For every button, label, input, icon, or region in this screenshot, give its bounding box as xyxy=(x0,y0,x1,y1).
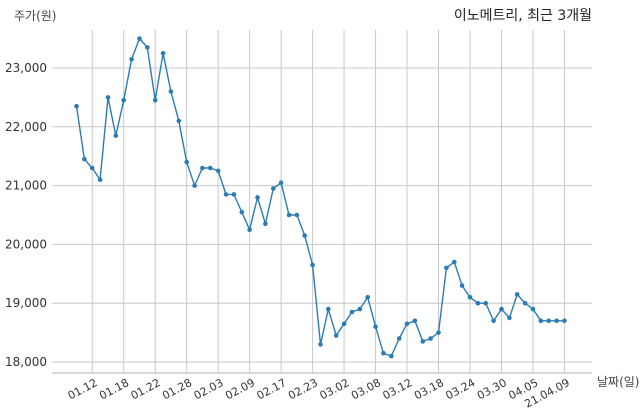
y-tick-label: 21,000 xyxy=(5,179,47,193)
y-gridlines xyxy=(52,67,592,363)
data-point xyxy=(223,192,229,197)
data-point xyxy=(176,118,182,124)
y-tick-label: 23,000 xyxy=(5,61,47,75)
x-axis-label: 날짜(일) xyxy=(597,375,639,389)
x-tick-label: 03.30 xyxy=(475,376,509,402)
x-tick-label: 03.08 xyxy=(349,376,383,402)
data-point xyxy=(215,168,221,174)
data-point xyxy=(255,195,260,200)
y-axis-label: 주가(원) xyxy=(14,9,56,23)
data-point xyxy=(247,227,252,232)
data-point xyxy=(459,283,465,288)
x-tick-label: 01.28 xyxy=(160,376,194,402)
y-tick-label: 18,000 xyxy=(5,355,47,369)
data-point xyxy=(396,336,402,341)
data-point xyxy=(302,233,308,238)
x-tick-label: 02.09 xyxy=(223,376,257,402)
data-point xyxy=(491,318,496,324)
data-point xyxy=(420,339,426,344)
data-point xyxy=(373,324,378,330)
data-point xyxy=(89,165,95,171)
data-point xyxy=(74,103,79,109)
data-point xyxy=(467,295,473,300)
data-point xyxy=(483,300,489,306)
data-point xyxy=(286,212,292,218)
series-layer xyxy=(74,36,567,359)
data-point xyxy=(278,180,284,185)
x-tick-labels: 01.1201.1801.2201.2802.0302.0902.1702.23… xyxy=(66,376,572,410)
data-point xyxy=(381,350,386,356)
data-point xyxy=(499,306,504,312)
data-point xyxy=(452,259,457,265)
x-tick-label: 01.12 xyxy=(66,376,100,402)
data-point xyxy=(231,192,237,197)
data-point xyxy=(333,333,339,338)
data-point xyxy=(294,212,300,218)
data-point xyxy=(271,186,276,191)
data-point xyxy=(389,353,394,359)
y-tick-labels: 18,000 19,000 20,000 21,000 22,000 23,000 xyxy=(5,61,47,369)
data-point xyxy=(349,309,355,315)
x-tick-label: 01.22 xyxy=(129,376,163,402)
data-point xyxy=(530,306,536,312)
x-tick-label: 02.23 xyxy=(286,376,320,402)
data-point xyxy=(318,342,323,347)
data-point xyxy=(137,36,142,41)
y-tick-label: 20,000 xyxy=(5,237,47,251)
x-tick-label: 02.03 xyxy=(192,376,226,402)
data-point xyxy=(404,321,410,327)
x-tick-label: 03.02 xyxy=(318,376,352,402)
data-point xyxy=(444,265,449,271)
data-point xyxy=(121,98,126,103)
data-point xyxy=(412,318,418,324)
y-tick-label: 22,000 xyxy=(5,120,47,134)
x-tick-label: 01.18 xyxy=(97,376,131,402)
data-point xyxy=(168,89,174,94)
data-point xyxy=(97,177,103,182)
data-point xyxy=(239,209,245,215)
data-point xyxy=(129,56,134,62)
data-point xyxy=(310,262,315,268)
series-line xyxy=(75,37,565,357)
data-point xyxy=(105,95,111,100)
data-point xyxy=(562,318,567,324)
data-point xyxy=(184,159,189,165)
data-point xyxy=(538,318,544,324)
data-point xyxy=(113,133,119,138)
x-tick-label: 03.24 xyxy=(443,376,477,402)
x-tick-label: 03.12 xyxy=(381,376,415,402)
y-tick-label: 19,000 xyxy=(5,296,47,310)
data-point xyxy=(263,221,268,227)
x-gridlines xyxy=(91,30,565,373)
data-point xyxy=(208,165,213,171)
data-point xyxy=(152,98,158,103)
data-point xyxy=(326,306,331,312)
data-point xyxy=(475,300,481,306)
data-point xyxy=(160,51,166,56)
data-point xyxy=(200,165,205,171)
data-point xyxy=(145,45,150,50)
data-point xyxy=(436,330,441,335)
chart-title: 이노메트리, 최근 3개월 xyxy=(454,8,592,24)
data-point xyxy=(546,318,551,324)
data-point xyxy=(192,183,197,188)
data-point xyxy=(82,156,87,162)
x-tick-label: 02.17 xyxy=(255,376,289,402)
data-point xyxy=(341,321,347,327)
data-point xyxy=(554,318,559,324)
data-point xyxy=(365,295,371,300)
data-point xyxy=(522,300,528,306)
data-point xyxy=(357,306,363,312)
data-point xyxy=(514,292,520,297)
x-tick-label: 03.18 xyxy=(412,376,446,402)
data-point xyxy=(507,315,512,321)
data-point xyxy=(428,336,433,341)
